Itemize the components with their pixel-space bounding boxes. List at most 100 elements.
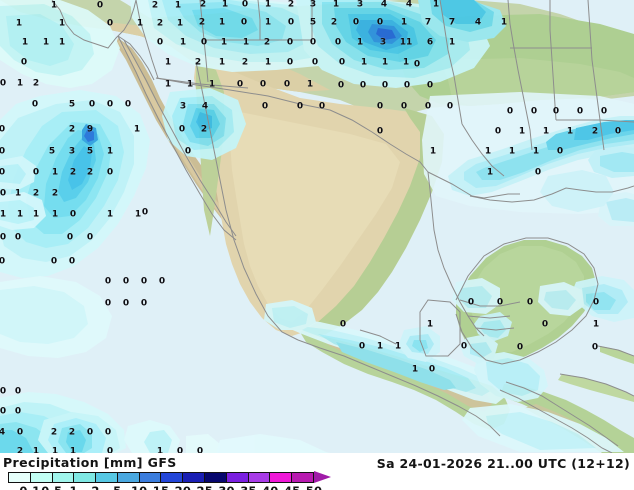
precip-value: 0 (318, 101, 326, 112)
precip-value: 0 (359, 80, 367, 91)
precip-value: 2 (51, 188, 59, 199)
precip-value: 0 (296, 101, 304, 112)
precip-value: 1 (426, 319, 434, 330)
precip-value: 0 (352, 17, 360, 28)
colorbar-swatch[interactable] (9, 473, 31, 482)
precip-value: 1 (221, 0, 229, 10)
precip-value: 0 (14, 232, 22, 243)
colorbar-swatch[interactable] (96, 473, 118, 482)
precip-value: 1 (176, 18, 184, 29)
precip-value: 1 (486, 167, 494, 178)
precip-value: 0 (106, 18, 114, 29)
precip-value: 1 (106, 209, 114, 220)
precip-value: 0 (381, 80, 389, 91)
precip-value: 2 (69, 167, 77, 178)
precip-value: 0 (106, 446, 114, 453)
precip-value: 0 (31, 99, 39, 110)
precip-value: 0 (158, 276, 166, 287)
precip-value: 1 (332, 0, 340, 10)
precip-value: 0 (592, 297, 600, 308)
political-borders (51, 0, 634, 453)
precip-value: 1 (186, 79, 194, 90)
precip-value: 0 (14, 406, 22, 417)
precip-value: 0 (88, 99, 96, 110)
colorbar-swatch[interactable] (52, 473, 75, 482)
precip-value: 1 (376, 341, 384, 352)
precip-value: 3 (179, 101, 187, 112)
precip-value: 1 (15, 18, 23, 29)
precip-value: 0 (286, 57, 294, 68)
colorbar-tick: 20 (175, 484, 191, 490)
precip-value: 0 (428, 364, 436, 375)
precip-value: 0 (516, 342, 524, 353)
colorbar-swatch[interactable] (292, 473, 313, 482)
precip-value: 0 (0, 256, 6, 267)
precip-value: 1 (14, 188, 22, 199)
precip-value: 1 (136, 18, 144, 29)
precip-value: 0 (0, 188, 7, 199)
precip-value: 1 (16, 78, 24, 89)
precip-value: 1 (179, 37, 187, 48)
precip-value: 1 (208, 79, 216, 90)
map-canvas (0, 0, 634, 453)
precip-value: 0 (552, 106, 560, 117)
precip-value: 0 (259, 79, 267, 90)
precip-value: 3 (356, 0, 364, 10)
colorbar-tick: 2 (91, 484, 99, 490)
precip-value: 1 (21, 37, 29, 48)
precip-value: 0 (376, 101, 384, 112)
colorbar[interactable] (8, 472, 314, 483)
colorbar-swatch[interactable] (30, 473, 53, 482)
precip-value: 1 (156, 446, 164, 453)
precip-value: 1 (32, 209, 40, 220)
precip-value: 1 (58, 37, 66, 48)
colorbar-swatch[interactable] (248, 473, 271, 482)
precip-value: 1 (411, 364, 419, 375)
precip-value: 1 (542, 126, 550, 137)
colorbar-swatch[interactable] (74, 473, 97, 482)
colorbar-swatch[interactable] (183, 473, 206, 482)
colorbar-swatch[interactable] (226, 473, 249, 482)
precip-value: 0 (20, 57, 28, 68)
precip-value: 1 (518, 126, 526, 137)
precip-value: 1 (164, 57, 172, 68)
precip-value: 0 (467, 297, 475, 308)
precip-value: 2 (16, 446, 24, 453)
precip-value: 1 (50, 0, 58, 11)
precip-value: 0 (104, 276, 112, 287)
precip-value: 0 (287, 17, 295, 28)
colorbar-swatch[interactable] (161, 473, 184, 482)
precip-field-gulf (422, 92, 634, 226)
precip-value: 1 (400, 17, 408, 28)
colorbar-swatch[interactable] (270, 473, 293, 482)
precip-value: 0 (339, 319, 347, 330)
precip-value: 1 (381, 57, 389, 68)
precip-value: 1 (264, 17, 272, 28)
precip-value: 0 (236, 79, 244, 90)
colorbar-tick: 1 (69, 484, 77, 490)
precip-value: 2 (86, 167, 94, 178)
precip-value: 1 (218, 57, 226, 68)
colorbar-swatch[interactable] (117, 473, 140, 482)
precip-value: 1 (133, 124, 141, 135)
precip-value: 0 (311, 57, 319, 68)
colorbar-swatch[interactable] (139, 473, 162, 482)
precip-value: 0 (0, 78, 7, 89)
precip-value: 2 (200, 124, 208, 135)
precip-value: 0 (50, 256, 58, 267)
precip-value: 0 (14, 386, 22, 397)
colorbar-tick: 5 (113, 484, 121, 490)
precip-value: 7 (424, 17, 432, 28)
colorbar-swatch[interactable] (205, 473, 227, 482)
precip-value: 0 (337, 80, 345, 91)
colorbar-tick-labels: 0.10.5125101520253035404550 (8, 484, 330, 490)
precip-value: 9 (86, 124, 94, 135)
precip-value: 1 (394, 341, 402, 352)
precip-value: 0 (122, 298, 130, 309)
precip-value: 0 (426, 80, 434, 91)
precip-value: 1 (448, 37, 456, 48)
precip-value: 0 (86, 232, 94, 243)
precip-value: 5 (309, 17, 317, 28)
precip-value: 5 (86, 146, 94, 157)
